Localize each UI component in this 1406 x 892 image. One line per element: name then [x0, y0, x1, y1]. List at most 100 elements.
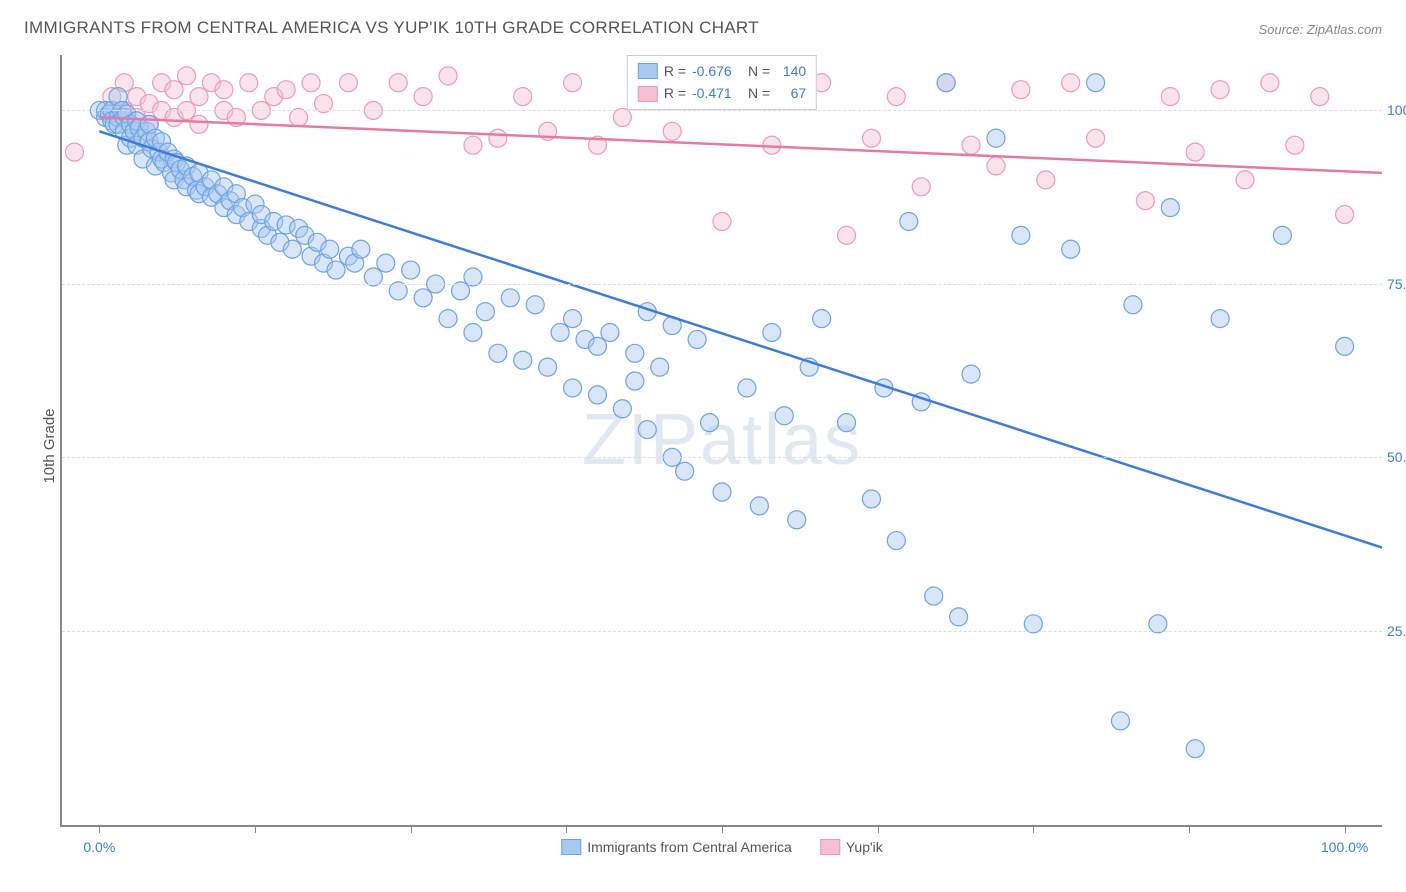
xtick-label: 0.0% [83, 839, 115, 855]
data-point [464, 136, 482, 154]
data-point [190, 88, 208, 106]
n-label: N = [748, 60, 770, 82]
data-point [439, 310, 457, 328]
legend-swatch-pink-icon [820, 839, 840, 855]
data-point [862, 490, 880, 508]
data-point [651, 358, 669, 376]
data-point [65, 143, 83, 161]
data-point [1286, 136, 1304, 154]
y-axis-label: 10th Grade [41, 408, 58, 483]
series-legend: Immigrants from Central America Yup'ik [561, 839, 883, 855]
ytick-label: 100.0% [1387, 102, 1406, 118]
data-point [339, 74, 357, 92]
data-point [887, 532, 905, 550]
legend-row-2: R = -0.471 N = 67 [638, 82, 806, 104]
legend-swatch-blue-icon [561, 839, 581, 855]
data-point [1087, 74, 1105, 92]
data-point [1062, 74, 1080, 92]
data-point [601, 323, 619, 341]
data-point [626, 344, 644, 362]
legend-label: Immigrants from Central America [587, 839, 792, 855]
xtick [1033, 825, 1034, 833]
data-point [887, 88, 905, 106]
data-point [950, 608, 968, 626]
data-point [613, 400, 631, 418]
data-point [352, 240, 370, 258]
n-value: 67 [776, 82, 806, 104]
data-point [912, 178, 930, 196]
data-point [551, 323, 569, 341]
legend-item-2: Yup'ik [820, 839, 883, 855]
data-point [321, 240, 339, 258]
data-point [713, 483, 731, 501]
xtick [411, 825, 412, 833]
regression-line [99, 131, 1382, 547]
r-label: R = [664, 60, 686, 82]
gridline [62, 284, 1382, 285]
chart-svg [62, 55, 1382, 825]
chart-title: IMMIGRANTS FROM CENTRAL AMERICA VS YUP'I… [24, 18, 759, 38]
data-point [283, 240, 301, 258]
r-label: R = [664, 82, 686, 104]
data-point [1012, 81, 1030, 99]
data-point [638, 421, 656, 439]
legend-swatch-pink [638, 86, 658, 102]
gridline [62, 110, 1382, 111]
data-point [377, 254, 395, 272]
data-point [1211, 81, 1229, 99]
data-point [838, 414, 856, 432]
ytick-label: 25.0% [1387, 623, 1406, 639]
data-point [838, 226, 856, 244]
data-point [564, 74, 582, 92]
data-point [564, 310, 582, 328]
data-point [1211, 310, 1229, 328]
n-value: 140 [776, 60, 806, 82]
data-point [1161, 199, 1179, 217]
data-point [1124, 296, 1142, 314]
data-point [414, 289, 432, 307]
data-point [900, 212, 918, 230]
data-point [1136, 192, 1154, 210]
data-point [962, 365, 980, 383]
legend-swatch-blue [638, 63, 658, 79]
data-point [1111, 712, 1129, 730]
ytick-label: 50.0% [1387, 449, 1406, 465]
data-point [738, 379, 756, 397]
correlation-legend: R = -0.676 N = 140 R = -0.471 N = 67 [627, 55, 817, 110]
xtick [255, 825, 256, 833]
data-point [402, 261, 420, 279]
data-point [987, 157, 1005, 175]
data-point [1311, 88, 1329, 106]
data-point [588, 337, 606, 355]
data-point [178, 67, 196, 85]
data-point [788, 511, 806, 529]
data-point [676, 462, 694, 480]
xtick [1345, 825, 1346, 833]
xtick-label: 100.0% [1321, 839, 1368, 855]
data-point [763, 323, 781, 341]
legend-label: Yup'ik [846, 839, 883, 855]
xtick [878, 825, 879, 833]
data-point [1186, 740, 1204, 758]
data-point [414, 88, 432, 106]
data-point [713, 212, 731, 230]
gridline [62, 457, 1382, 458]
data-point [514, 351, 532, 369]
data-point [1087, 129, 1105, 147]
data-point [1012, 226, 1030, 244]
data-point [701, 414, 719, 432]
data-point [165, 81, 183, 99]
data-point [539, 358, 557, 376]
gridline [62, 631, 1382, 632]
data-point [277, 81, 295, 99]
data-point [813, 310, 831, 328]
data-point [688, 330, 706, 348]
data-point [925, 587, 943, 605]
data-point [1161, 88, 1179, 106]
data-point [775, 407, 793, 425]
data-point [489, 344, 507, 362]
n-label: N = [748, 82, 770, 104]
data-point [1261, 74, 1279, 92]
data-point [190, 115, 208, 133]
legend-item-1: Immigrants from Central America [561, 839, 792, 855]
